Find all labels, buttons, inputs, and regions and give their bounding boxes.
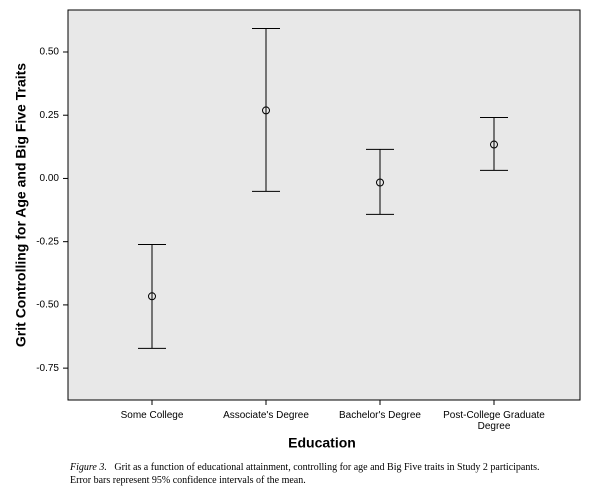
mean-point (262, 106, 270, 115)
y-tick-label: 0.25 (40, 110, 60, 121)
x-tick-label: Post-College Graduate Degree (443, 410, 545, 432)
caption-label: Figure 3. (70, 462, 107, 473)
plot-area (67, 9, 581, 401)
chart: Grit Controlling for Age and Big Five Tr… (13, 9, 581, 451)
y-tick-label: -0.25 (36, 236, 59, 247)
x-axis-label: Education (288, 435, 356, 451)
y-tick-label: 0.50 (40, 47, 60, 58)
x-tick-label: Bachelor's Degree (339, 410, 421, 421)
x-tick-label: Associate's Degree (223, 410, 309, 421)
y-axis-label: Grit Controlling for Age and Big Five Tr… (13, 63, 29, 347)
mean-point (376, 178, 384, 187)
mean-point (148, 292, 156, 301)
y-tick-label: 0.00 (40, 173, 60, 184)
y-tick-label: -0.75 (36, 363, 59, 374)
caption: Figure 3. Grit as a function of educatio… (70, 461, 540, 487)
mean-point (490, 140, 498, 149)
x-tick-label: Some College (120, 410, 184, 421)
caption-text: Grit as a function of educational attain… (70, 462, 540, 486)
y-tick-label: -0.50 (36, 300, 59, 311)
